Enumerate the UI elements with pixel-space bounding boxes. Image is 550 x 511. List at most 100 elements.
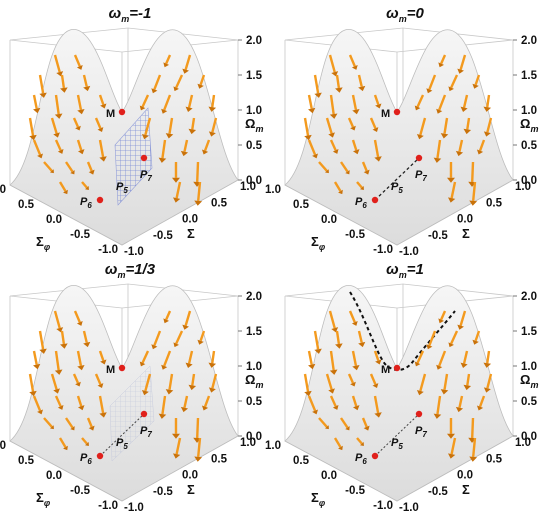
vector-arrow — [307, 395, 318, 415]
point-P5-label: P5 — [391, 437, 403, 451]
vector-arrow — [469, 437, 478, 462]
point-M-label: M — [106, 108, 115, 120]
vector-arrow — [28, 373, 37, 397]
panel-omega-m-minus-1: ωm=-1 0.00.51.01.52.0 1.00.50.0-0.5-1.0 … — [0, 5, 263, 258]
sigma-axis-label: Σ — [462, 482, 470, 497]
sigma-phi-tick-label: 0.5 — [293, 455, 310, 467]
sigma-axis-label: Σ — [187, 482, 195, 497]
vector-arrow — [82, 74, 91, 92]
omega-tick-label: 0.0 — [521, 175, 537, 187]
omega-tick-label: 0.0 — [521, 431, 537, 443]
vector-arrow — [426, 74, 437, 94]
vector-arrow — [208, 94, 217, 112]
vector-arrow — [141, 373, 152, 396]
vector-arrow — [201, 139, 211, 155]
vector-arrow — [303, 117, 312, 141]
vector-arrow — [139, 94, 150, 111]
sigma-axis-ticks: 1.0 0.5 0.0 -0.5 -1.0 — [124, 437, 256, 511]
sigma-tick-label: 0.0 — [457, 470, 473, 482]
vector-arrow — [440, 373, 449, 395]
vector-arrow — [188, 373, 197, 391]
vector-arrow — [476, 139, 486, 155]
vector-arrow — [180, 139, 189, 157]
sigma-tick-label: -1.0 — [124, 502, 144, 511]
panel-omega-m-0: ωm=0 0.0 0.5 1.0 1.5 2.0 1.0 0.5 0.0 -0.5 -1.0 1… — [265, 5, 538, 258]
vector-arrow — [328, 310, 339, 333]
omega-tick-label: 0.0 — [246, 431, 262, 443]
vector-arrow — [348, 310, 358, 326]
sigma-phi-tick-label: 1.0 — [265, 440, 281, 452]
point-P7-label: P7 — [415, 169, 427, 183]
vector-arrow — [476, 395, 486, 411]
vector-arrow — [54, 139, 64, 154]
vector-arrow — [73, 54, 83, 70]
vector-arrow — [325, 373, 335, 394]
omega-tick-label: 2.0 — [246, 291, 262, 303]
vector-arrow — [76, 94, 85, 115]
vector-arrow — [333, 181, 343, 195]
vector-arrow — [72, 117, 81, 131]
vector-arrow — [307, 350, 316, 370]
vector-arrow — [307, 139, 318, 159]
vector-arrow — [426, 330, 437, 350]
omega-tick-label: 1.5 — [521, 70, 538, 82]
vector-arrow — [329, 350, 338, 375]
vector-arrow — [373, 395, 382, 418]
sigma-phi-axis-label: Σφ — [311, 490, 326, 508]
point-P6-label: P6 — [80, 452, 92, 466]
vector-arrow — [325, 117, 335, 138]
vector-arrow — [472, 74, 481, 89]
vector-arrow — [32, 139, 43, 159]
sigma-phi-axis-ticks: 1.0 0.5 0.0 -0.5 -1.0 — [0, 184, 118, 256]
vector-arrow — [460, 94, 469, 112]
vector-arrow — [139, 350, 150, 367]
vector-arrow — [373, 94, 382, 109]
point-M — [393, 108, 401, 116]
vector-arrow — [173, 330, 184, 348]
vector-arrow — [463, 117, 472, 135]
sigma-tick-label: -0.5 — [153, 486, 173, 498]
sigma-phi-axis-label: Σφ — [36, 234, 51, 252]
fixed-points: M P7 P6 P5 — [80, 108, 152, 210]
vector-arrow — [82, 330, 91, 348]
point-M — [118, 108, 126, 116]
vector-arrow — [447, 437, 457, 459]
vector-arrow — [161, 350, 172, 370]
vector-arrow — [163, 310, 172, 324]
sigma-phi-tick-label: 1.0 — [0, 184, 6, 196]
vector-arrow — [208, 350, 217, 368]
omega-tick-label: 0.5 — [246, 396, 263, 408]
vector-arrow — [313, 330, 322, 354]
sigma-tick-label: -1.0 — [399, 502, 419, 511]
vector-arrow — [472, 330, 481, 345]
vector-arrow — [43, 417, 54, 430]
fixed-points: M P7 P6 P5 — [355, 108, 427, 210]
sigma-phi-tick-label: -1.0 — [373, 500, 393, 511]
omega-tick-label: 1.5 — [246, 326, 263, 338]
sigma-axis-ticks: 1.0 0.5 0.0 -0.5 -1.0 — [399, 437, 531, 511]
vector-arrow — [335, 74, 343, 93]
sigma-phi-tick-label: 1.0 — [265, 184, 281, 196]
point-P7 — [415, 154, 423, 162]
omega-tick-label: 1.5 — [246, 70, 263, 82]
vector-arrow — [446, 161, 455, 183]
sigma-axis-label: Σ — [187, 226, 195, 241]
vector-arrow — [161, 94, 172, 114]
vector-arrow — [163, 54, 172, 68]
sigma-axis-label: Σ — [462, 226, 470, 241]
panel-title: ωm=1/3 — [105, 261, 156, 280]
vector-arrow — [58, 437, 68, 451]
vector-arrow — [329, 395, 339, 410]
vector-arrow — [172, 437, 182, 459]
omega-axis-label: Ωm — [520, 116, 538, 134]
vector-arrow — [72, 373, 81, 387]
vector-arrow — [448, 74, 459, 92]
sigma-tick-label: -1.0 — [399, 246, 419, 258]
sigma-axis-ticks: 1.0 0.5 0.0 -0.5 -1.0 — [124, 181, 256, 258]
vector-arrow — [448, 330, 459, 348]
panel-title: ωm=1 — [386, 261, 424, 280]
vector-arrow — [185, 350, 194, 368]
vector-arrow — [182, 54, 192, 74]
omega-tick-label: 1.0 — [246, 105, 262, 117]
